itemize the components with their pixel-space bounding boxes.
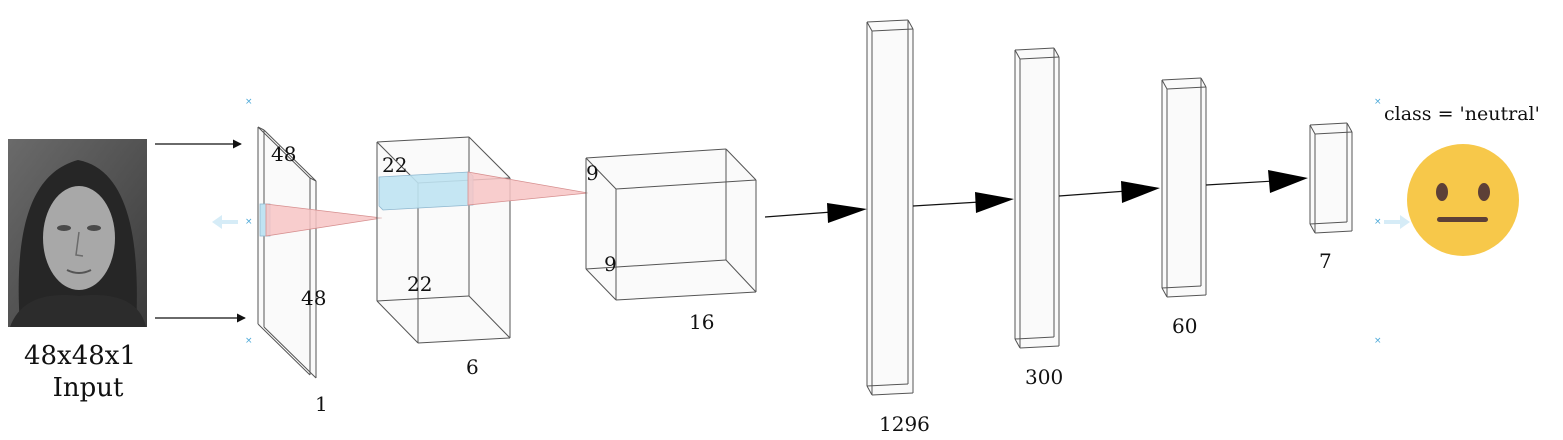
anchor-markers: × × × × × × [245, 97, 1382, 346]
input-caption: Input [53, 373, 124, 403]
conv2-kernel-projection [467, 171, 589, 206]
input-size-label: 48x48x1 [24, 341, 136, 371]
dense2-block [1014, 47, 1060, 349]
dense4-block [1309, 122, 1353, 234]
conv1-kernel-projection [265, 203, 383, 237]
conv2-width-label: 22 [407, 272, 432, 296]
svg-text:×: × [1374, 217, 1382, 227]
arrow-dense1-to-dense2 [912, 192, 1014, 213]
dense2-units-label: 300 [1025, 365, 1063, 389]
side-arrow-left [212, 215, 238, 229]
dense3-block [1161, 77, 1207, 298]
conv3-width-label: 9 [604, 252, 617, 276]
conv1-height-label: 48 [271, 142, 296, 166]
svg-text:×: × [245, 336, 253, 346]
dense1-units-label: 1296 [879, 412, 930, 436]
conv1-block [257, 126, 317, 379]
conv1-depth-label: 1 [315, 392, 328, 416]
svg-text:×: × [1374, 336, 1382, 346]
arrow-dense2-to-dense3 [1058, 181, 1160, 203]
dense4-units-label: 7 [1319, 249, 1332, 273]
conv2-block [376, 136, 511, 344]
conv2-height-label: 22 [382, 153, 407, 177]
conv3-depth-label: 16 [689, 310, 714, 334]
arrow-conv3-to-dense1 [764, 203, 867, 223]
output-class-label: class = 'neutral' [1384, 103, 1540, 125]
dense1-block [866, 19, 914, 396]
svg-text:×: × [245, 97, 253, 107]
dense3-units-label: 60 [1172, 314, 1197, 338]
neutral-face-icon [1407, 144, 1519, 256]
conv2-depth-label: 6 [466, 355, 479, 379]
conv3-height-label: 9 [586, 161, 599, 185]
conv3-block [585, 148, 757, 301]
arrow-dense3-to-dense4 [1205, 170, 1308, 193]
svg-text:×: × [1374, 97, 1382, 107]
conv1-width-label: 48 [301, 286, 326, 310]
input-image [8, 139, 147, 327]
svg-text:×: × [245, 217, 253, 227]
side-arrow-right [1384, 215, 1410, 229]
